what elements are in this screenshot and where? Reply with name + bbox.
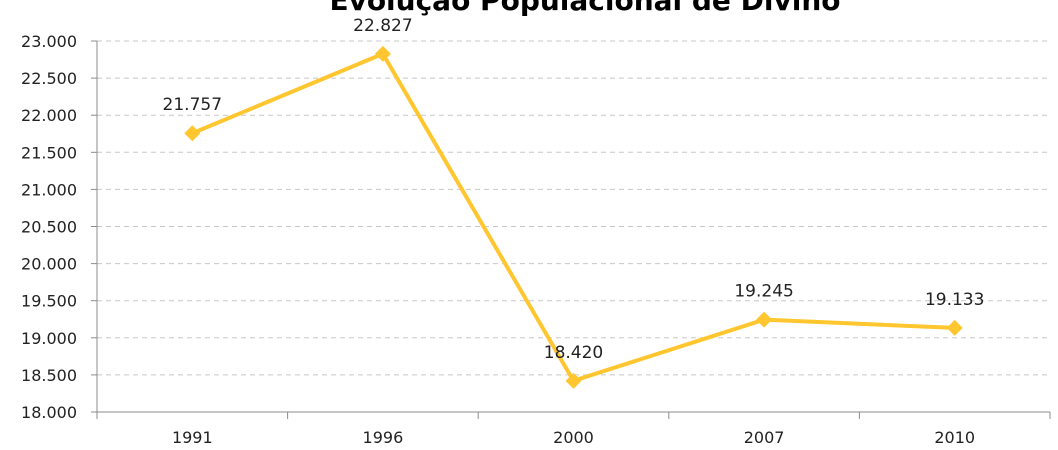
chart-title: Evolução Populacional de Divino	[329, 0, 840, 17]
data-point-marker	[184, 125, 201, 142]
data-label: 22.827	[353, 16, 412, 36]
x-tick-label: 1996	[363, 428, 404, 447]
data-label: 21.757	[163, 95, 222, 115]
x-tick-label: 1991	[172, 428, 213, 447]
y-tick-labels: 18.000 18.500 19.000 19.500 20.000 20.500 21.0…	[21, 32, 77, 422]
y-tick-label: 19.000	[21, 329, 77, 348]
data-markers	[184, 45, 963, 389]
y-tick-label: 23.000	[21, 32, 77, 51]
grid-lines	[97, 40, 1050, 376]
y-tick-label: 22.000	[21, 106, 77, 125]
x-tick-labels: 1991 1996 2000 2007 2010	[172, 428, 975, 447]
data-label: 18.420	[544, 343, 603, 363]
y-tick-label: 19.500	[21, 292, 77, 311]
data-label: 19.133	[925, 290, 984, 310]
series-line	[190, 51, 957, 383]
y-tick-label: 18.000	[21, 403, 77, 422]
x-tick-label: 2010	[934, 428, 975, 447]
data-point-marker	[374, 45, 391, 62]
axes	[91, 40, 1051, 419]
data-labels: 21.757 22.827 18.420 19.245 19.133	[163, 16, 985, 363]
data-point-marker	[565, 372, 582, 389]
y-tick-label: 18.500	[21, 366, 77, 385]
data-point-marker	[946, 319, 963, 336]
data-point-marker	[756, 311, 773, 328]
x-tick-label: 2007	[744, 428, 785, 447]
y-tick-label: 21.500	[21, 143, 77, 162]
y-tick-label: 21.000	[21, 180, 77, 199]
y-tick-label: 20.000	[21, 255, 77, 274]
series-line-layer	[190, 51, 957, 383]
data-label: 19.245	[734, 282, 793, 302]
y-tick-label: 20.500	[21, 218, 77, 237]
x-tick-label: 2000	[553, 428, 594, 447]
y-tick-label: 22.500	[21, 69, 77, 88]
